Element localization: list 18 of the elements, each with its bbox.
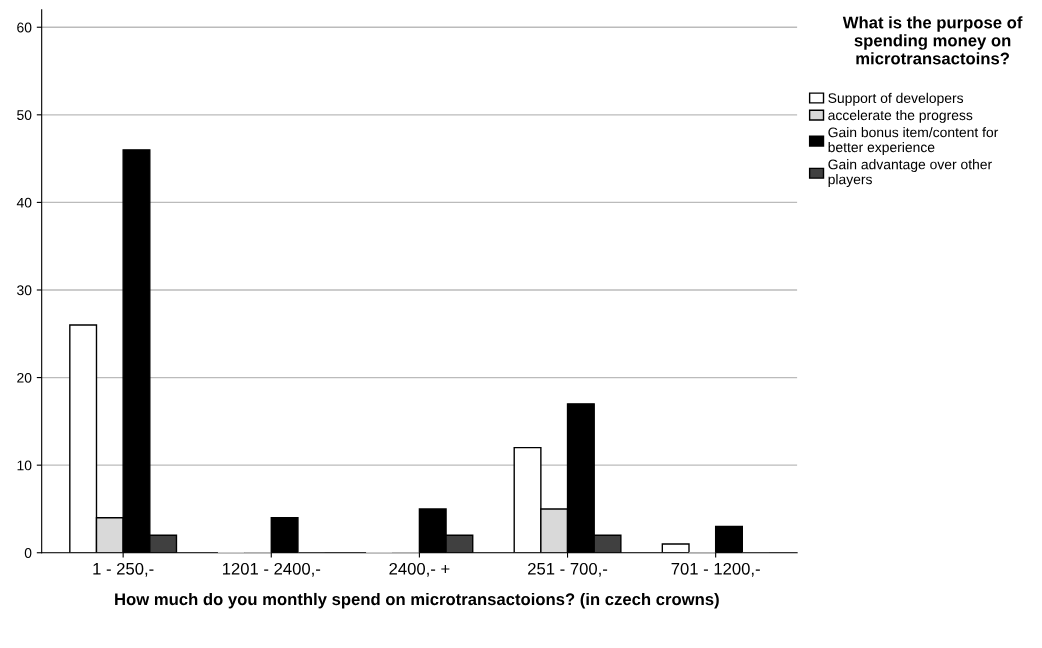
y-tick-label: 50 (17, 110, 32, 120)
legend-label: Support of developers (828, 92, 964, 106)
y-tick-label: 30 (17, 285, 32, 296)
legend-title: What is the purpose of spending money on microtransactoins? (842, 16, 1023, 65)
y-tick-label: 20 (17, 372, 32, 383)
x-axis-title: How much do you monthly spend on microtransactoions? (in czech crowns) (115, 592, 719, 609)
x-tick-label: 701 - 1200,- (671, 562, 760, 577)
legend-label: accelerate the progress (828, 109, 973, 123)
x-tick-label: 251 - 700,- (528, 562, 608, 577)
x-tick-label: 2400,- + (389, 562, 450, 577)
x-tick-label: 1201 - 2400,- (222, 562, 321, 577)
legend-label: Gain bonus item/content for better experience (828, 127, 999, 155)
legend-label: Gain advantage over other players (828, 159, 992, 188)
y-tick-label: 60 (17, 22, 32, 33)
y-tick-label: 40 (16, 197, 32, 208)
x-tick-label: 1 - 250,- (93, 562, 154, 577)
y-tick-label: 10 (17, 460, 32, 471)
y-tick-label: 0 (24, 548, 32, 558)
